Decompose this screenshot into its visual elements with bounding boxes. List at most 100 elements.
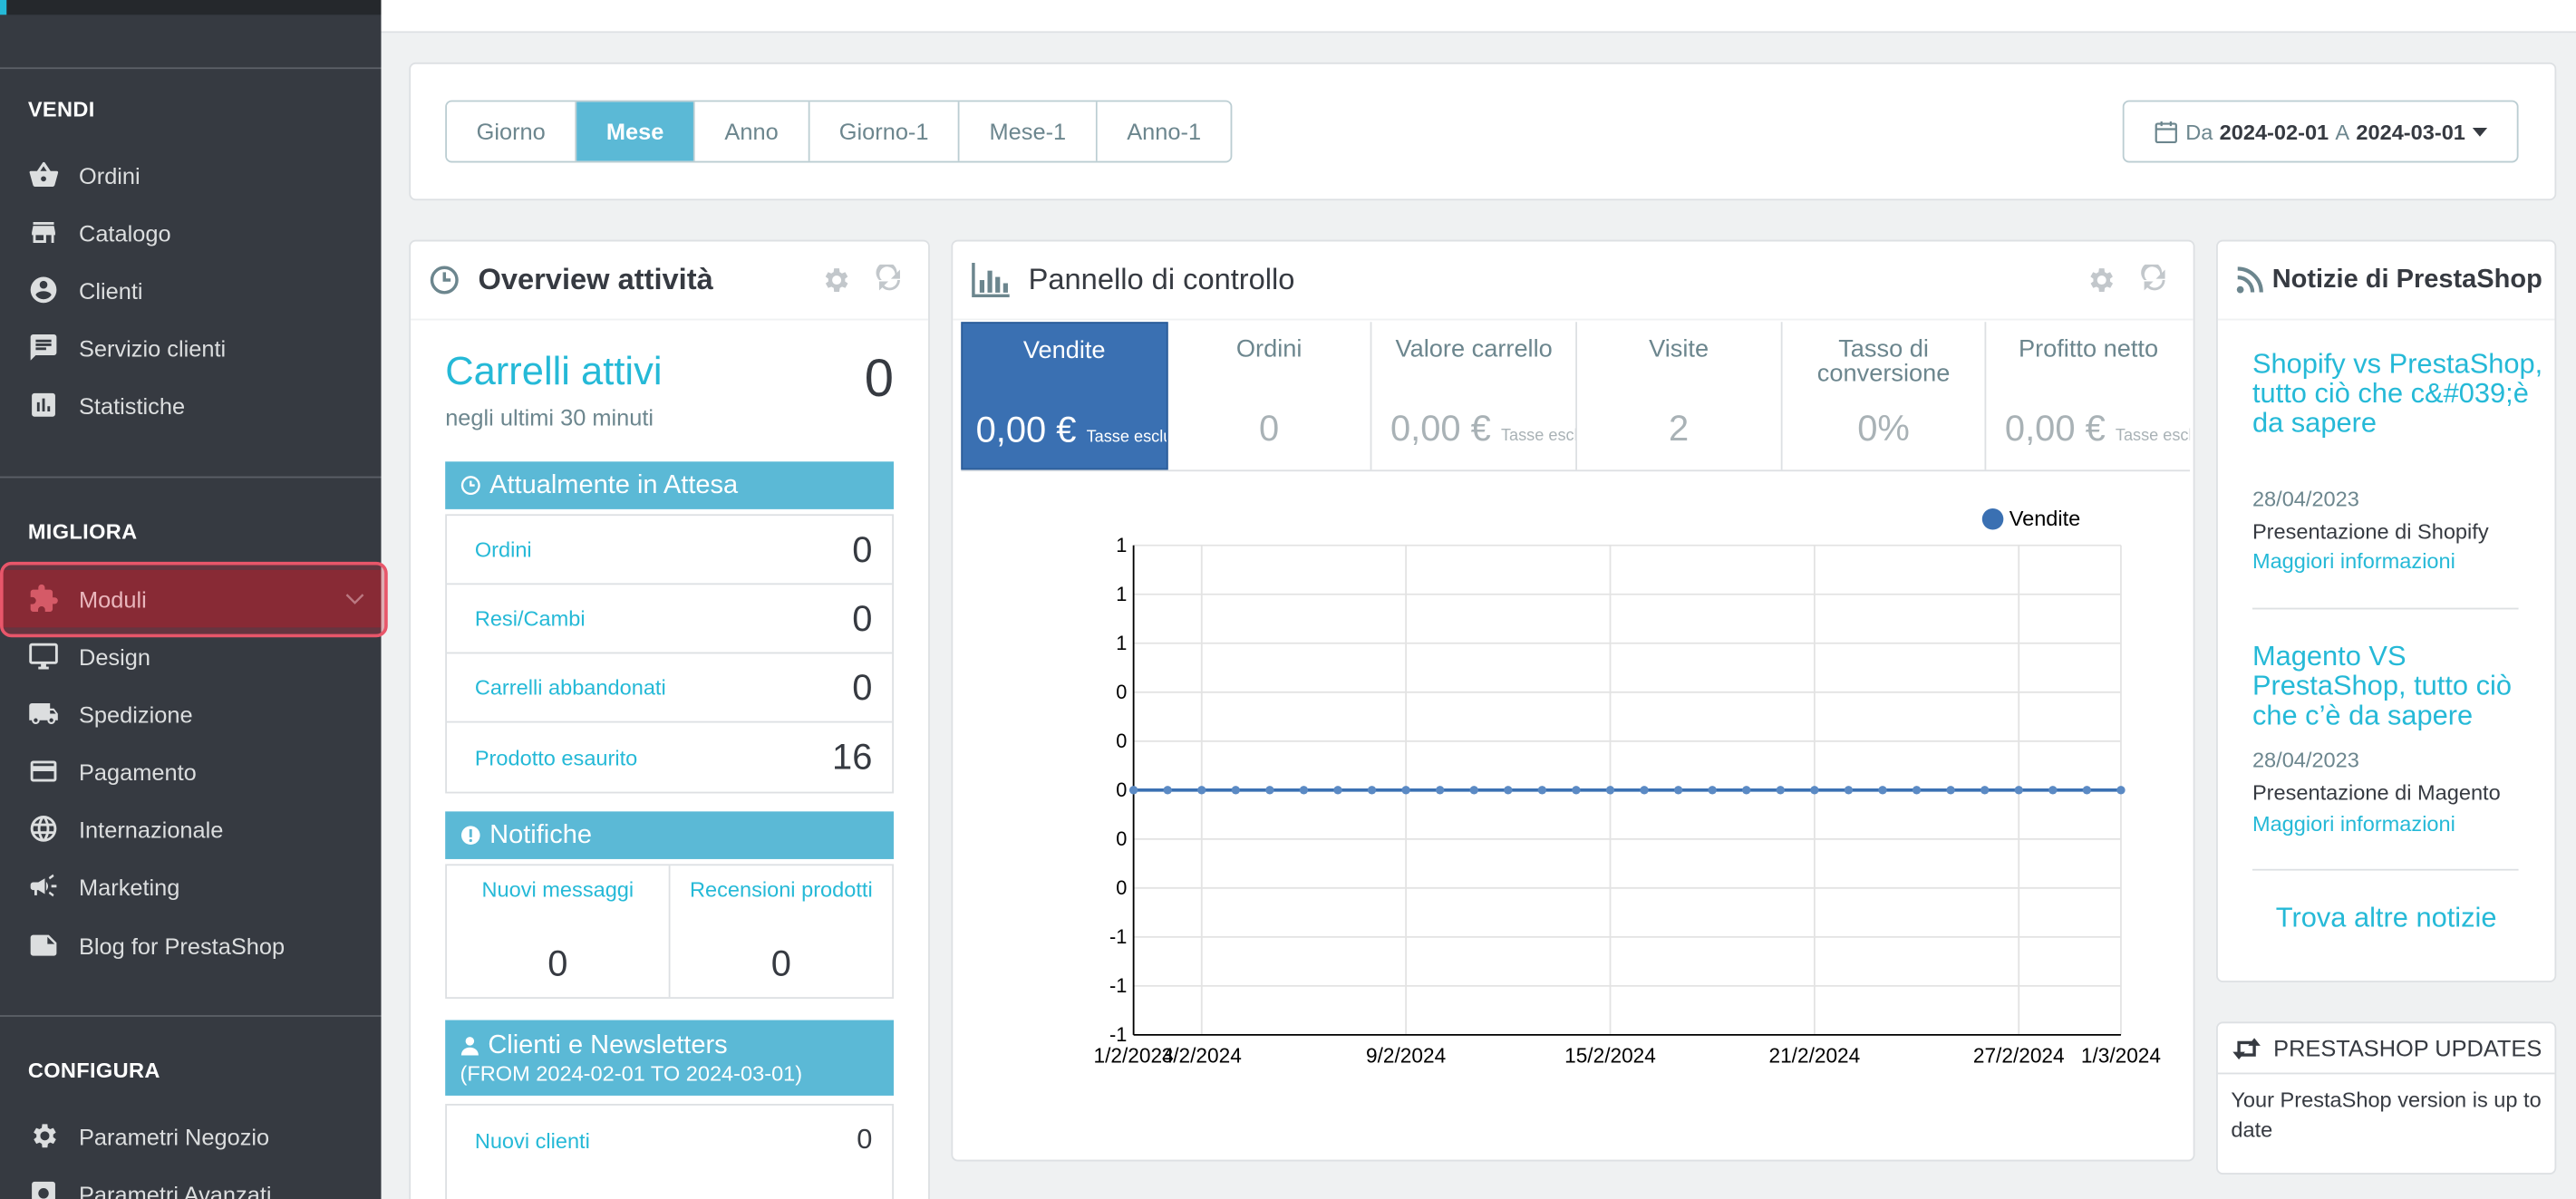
sidebar-item-label: Design xyxy=(79,643,151,670)
pending-list: Ordini 0 Resi/Cambi 0 Carrelli abbandonati… xyxy=(445,514,894,794)
sidebar-item-label: Moduli xyxy=(79,585,147,613)
kpi-visite[interactable]: Visite 2 xyxy=(1577,322,1782,470)
y-tick-label: 0 xyxy=(1116,876,1127,899)
active-carts-value: 0 xyxy=(864,348,894,408)
kpi-label: Valore carrello xyxy=(1395,334,1553,363)
truck-icon xyxy=(0,698,79,729)
sidebar-item-clienti[interactable]: Clienti xyxy=(0,261,382,318)
data-point xyxy=(1640,786,1649,795)
news-item-title[interactable]: Magento VS PrestaShop, tutto ciò che c’è… xyxy=(2252,640,2513,731)
sidebar-top-bar xyxy=(0,0,382,15)
kpi-label: Visite xyxy=(1649,334,1709,363)
user-icon xyxy=(460,1037,479,1056)
kpi-value: 0,00 € xyxy=(2004,407,2106,449)
rss-icon xyxy=(2236,266,2263,294)
sidebar-item-parametri-negozio[interactable]: Parametri Negozio xyxy=(0,1107,382,1165)
notification-reviews[interactable]: Recensioni prodotti 0 xyxy=(671,865,893,997)
news-item-more-link[interactable]: Maggiori informazioni xyxy=(2252,811,2455,836)
period-button-mese-1[interactable]: Mese-1 xyxy=(959,102,1098,161)
sidebar-item-ordini[interactable]: Ordini xyxy=(0,146,382,203)
gear-icon xyxy=(0,1120,79,1151)
divider xyxy=(2252,607,2519,610)
refresh-icon[interactable] xyxy=(2139,264,2170,295)
chevron-down-icon[interactable] xyxy=(345,588,365,608)
kpi-profitto-netto[interactable]: Profitto netto 0,00 € Tasse escluse xyxy=(1987,322,2190,469)
news-item-more-link[interactable]: Maggiori informazioni xyxy=(2252,548,2455,574)
data-point xyxy=(1742,786,1751,795)
period-button-giorno[interactable]: Giorno xyxy=(447,102,577,161)
notification-value: 0 xyxy=(547,943,568,984)
pending-row-ordini[interactable]: Ordini 0 xyxy=(447,516,893,585)
legend-label: Vendite xyxy=(2009,507,2081,530)
news-item-title[interactable]: Shopify vs PrestaShop, tutto ciò che c&#… xyxy=(2252,348,2543,439)
active-carts-label[interactable]: Carrelli attivi xyxy=(445,350,663,394)
clients-row-nuovi[interactable]: Nuovi clienti 0 xyxy=(447,1106,892,1175)
chat-icon xyxy=(0,332,79,363)
sidebar-item-servizio-clienti[interactable]: Servizio clienti xyxy=(0,319,382,376)
data-point xyxy=(1333,786,1342,795)
row-label[interactable]: Carrelli abbandonati xyxy=(474,674,666,701)
account-icon xyxy=(0,275,79,305)
date-to-label: A xyxy=(2335,119,2350,144)
kpi-tasso-conversione[interactable]: Tasso di conversione 0% xyxy=(1782,322,1987,470)
kpi-vendite[interactable]: Vendite 0,00 € Tasse escluse xyxy=(961,322,1168,470)
row-label[interactable]: Resi/Cambi xyxy=(474,605,586,631)
kpi-label: Tasso di conversione xyxy=(1816,334,1951,388)
period-button-anno-1[interactable]: Anno-1 xyxy=(1097,102,1231,161)
data-point xyxy=(1367,786,1377,795)
notification-value: 0 xyxy=(770,943,791,984)
sidebar-item-parametri-avanzati[interactable]: Parametri Avanzati xyxy=(0,1165,382,1199)
sidebar-item-blog[interactable]: Blog for PrestaShop xyxy=(0,916,382,973)
sidebar-item-marketing[interactable]: Marketing xyxy=(0,857,382,914)
pending-row-carrelli[interactable]: Carrelli abbandonati 0 xyxy=(447,653,893,723)
kpi-value: 0,00 € xyxy=(1390,407,1491,449)
date-range-dropdown[interactable]: Da 2024-02-01 A 2024-03-01 xyxy=(2122,100,2519,163)
row-label[interactable]: Prodotto esaurito xyxy=(474,744,638,770)
sidebar-item-label: Internazionale xyxy=(79,815,224,842)
row-value: 16 xyxy=(832,736,873,778)
globe-icon xyxy=(0,813,79,844)
kpi-value: 0,00 € xyxy=(975,409,1077,450)
row-label[interactable]: Nuovi clienti xyxy=(474,1127,590,1153)
puzzle-icon xyxy=(0,583,79,614)
sidebar-item-internazionale[interactable]: Internazionale xyxy=(0,800,382,857)
gear-icon[interactable] xyxy=(2085,265,2116,295)
clients-title: Clienti e Newsletters xyxy=(488,1030,728,1059)
period-button-giorno-1[interactable]: Giorno-1 xyxy=(809,102,960,161)
sidebar-item-statistiche[interactable]: Statistiche xyxy=(0,376,382,433)
kpi-valore-carrello[interactable]: Valore carrello 0,00 € Tasse escluse xyxy=(1372,322,1578,470)
refresh-icon[interactable] xyxy=(874,264,905,295)
sidebar-item-pagamento[interactable]: Pagamento xyxy=(0,742,382,799)
row-value: 0 xyxy=(852,665,873,708)
pending-row-esaurito[interactable]: Prodotto esaurito 16 xyxy=(447,723,892,792)
news-item-desc: Presentazione di Shopify xyxy=(2252,518,2489,544)
sidebar-item-spedizione[interactable]: Spedizione xyxy=(0,685,382,742)
pending-row-resi[interactable]: Resi/Cambi 0 xyxy=(447,585,893,654)
notification-label[interactable]: Recensioni prodotti xyxy=(689,876,873,903)
kpi-ordini[interactable]: Ordini 0 xyxy=(1167,322,1373,470)
sidebar-item-moduli[interactable]: Moduli xyxy=(0,569,382,628)
period-button-anno[interactable]: Anno xyxy=(694,102,810,161)
sidebar-item-label: Catalogo xyxy=(79,218,171,246)
period-button-mese[interactable]: Mese xyxy=(576,102,695,161)
y-tick-label: 0 xyxy=(1116,681,1127,703)
exclamation-icon xyxy=(460,826,480,845)
updates-header: PRESTASHOP UPDATES xyxy=(2217,1023,2555,1075)
sidebar-item-catalogo[interactable]: Catalogo xyxy=(0,204,382,261)
clock-icon xyxy=(430,266,459,295)
notification-messages[interactable]: Nuovi messaggi 0 xyxy=(447,865,671,998)
find-more-news-link[interactable]: Trova altre notizie xyxy=(2275,902,2497,933)
overview-header: Overview attività xyxy=(411,241,929,321)
data-point xyxy=(2082,786,2092,795)
data-point xyxy=(2048,786,2058,795)
data-point xyxy=(1605,786,1615,795)
data-point xyxy=(1299,786,1309,795)
pending-header: Attualmente in Attesa xyxy=(445,461,894,509)
kpi-label: Ordini xyxy=(1235,334,1303,363)
data-point xyxy=(1401,786,1410,795)
gear-icon[interactable] xyxy=(819,265,850,295)
notification-label[interactable]: Nuovi messaggi xyxy=(481,876,634,903)
pending-title: Attualmente in Attesa xyxy=(489,470,739,499)
sidebar-item-design[interactable]: Design xyxy=(0,627,382,684)
row-label[interactable]: Ordini xyxy=(474,537,532,562)
